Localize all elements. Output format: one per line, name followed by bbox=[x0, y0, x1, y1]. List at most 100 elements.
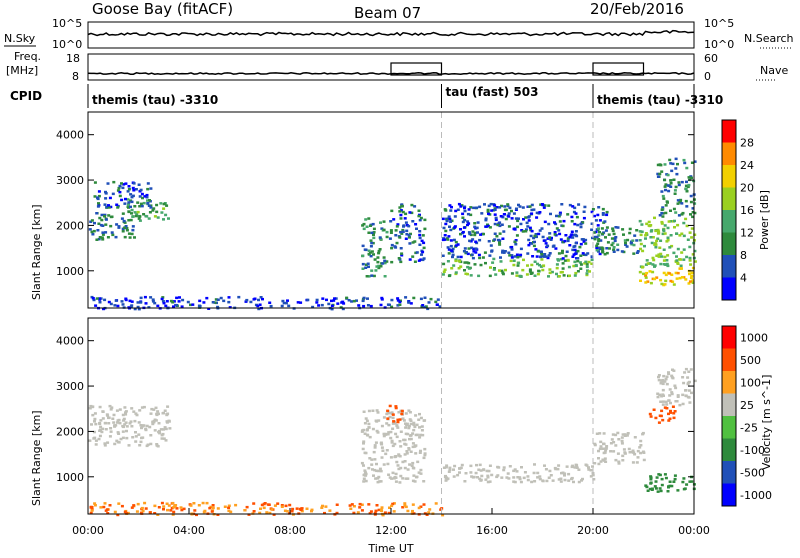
y-tick-label-0: 1000 bbox=[56, 471, 84, 484]
y-tick-label-3: 4000 bbox=[56, 129, 84, 142]
power-y-axis: 1000 2000 3000 4000 bbox=[56, 129, 694, 278]
colorbar-frame bbox=[721, 119, 737, 301]
colorbar-swatch-7 bbox=[722, 277, 736, 301]
noise-right-tick-bottom: 10^0 bbox=[704, 38, 734, 51]
x-tick-label-2: 08:00 bbox=[274, 524, 306, 537]
power-echoes bbox=[88, 157, 697, 311]
power-colorbar: 28 24 20 16 12 8 4 bbox=[721, 119, 754, 301]
colorbar-tick-6: -500 bbox=[740, 466, 765, 479]
velocity-y-axis: 1000 2000 3000 4000 bbox=[56, 335, 694, 484]
freq-label-line1: Freq. bbox=[14, 50, 41, 63]
velocity-echoes bbox=[88, 367, 697, 517]
colorbar-swatch-4 bbox=[722, 210, 736, 233]
x-tick-label-6: 00:00 bbox=[678, 524, 710, 537]
velocity-echo-region-3 bbox=[442, 463, 596, 484]
noise-panel-frame bbox=[87, 21, 695, 49]
power-echo-region-5 bbox=[441, 257, 594, 278]
x-tick-label-4: 16:00 bbox=[476, 524, 508, 537]
colorbar-tick-7: -1000 bbox=[740, 489, 772, 502]
velocity-echo-region-4 bbox=[593, 431, 646, 466]
freq-right-tick-top: 60 bbox=[704, 52, 718, 65]
velocity-colorbar: 1000 500 100 25 -25 -100 -500 -1000 bbox=[721, 325, 772, 507]
velocity-colorbar-label: Velocity [m s^-1] bbox=[760, 375, 773, 470]
colorbar-swatch-4 bbox=[722, 416, 736, 439]
colorbar-tick-4: 12 bbox=[740, 227, 754, 240]
freq-left-tick-bottom: 8 bbox=[72, 70, 79, 83]
power-echo-region-4 bbox=[388, 203, 427, 264]
velocity-echo-region-7 bbox=[656, 367, 697, 407]
colorbar-swatch-6 bbox=[722, 255, 736, 278]
velocity-echo-region-2 bbox=[386, 404, 404, 424]
colorbar-swatch-7 bbox=[722, 483, 736, 507]
colorbar-swatch-1 bbox=[722, 142, 736, 166]
colorbar-swatch-3 bbox=[722, 187, 736, 211]
power-echo-region-7 bbox=[593, 226, 640, 255]
colorbar-tick-6: 4 bbox=[740, 272, 747, 285]
colorbar-tick-2: 20 bbox=[740, 182, 754, 195]
nsearch-label: N.Search bbox=[744, 32, 794, 45]
y-tick-label-0: 1000 bbox=[56, 265, 84, 278]
velocity-echo-region-5 bbox=[644, 473, 696, 493]
velocity-echo-region-0 bbox=[88, 404, 172, 448]
power-echo-region-2 bbox=[93, 180, 153, 209]
freq-label-line2: [MHz] bbox=[6, 64, 38, 77]
freq-panel-frame bbox=[87, 53, 695, 81]
power-echo-region-8 bbox=[638, 266, 695, 287]
colorbar-swatch-0 bbox=[722, 120, 736, 143]
power-panel-frame bbox=[87, 111, 695, 309]
x-axis-label: Time UT bbox=[367, 542, 413, 554]
colorbar-swatch-2 bbox=[722, 371, 736, 394]
noise-sky-line bbox=[87, 29, 695, 37]
cpid-segment-1: tau (fast) 503 bbox=[446, 85, 539, 99]
nave-box-0 bbox=[390, 62, 443, 76]
power-ylabel: Slant Range [km] bbox=[30, 204, 43, 300]
colorbar-swatch-6 bbox=[722, 461, 736, 484]
noise-left-tick-top: 10^5 bbox=[52, 17, 82, 30]
velocity-echo-region-6 bbox=[648, 405, 677, 424]
cpid-segment-0: themis (tau) -3310 bbox=[92, 93, 218, 107]
x-tick-label-5: 20:00 bbox=[577, 524, 609, 537]
nsky-label: N.Sky bbox=[4, 32, 36, 45]
noise-right-tick-top: 10^5 bbox=[704, 17, 734, 30]
noise-left-tick-bottom: 10^0 bbox=[52, 38, 82, 51]
power-echo-region-3 bbox=[361, 217, 389, 278]
cpid-segment-2: themis (tau) -3310 bbox=[597, 93, 723, 107]
y-tick-label-1: 2000 bbox=[56, 425, 84, 438]
colorbar-tick-1: 24 bbox=[740, 159, 754, 172]
colorbar-swatch-0 bbox=[722, 326, 736, 349]
velocity-ylabel: Slant Range [km] bbox=[30, 410, 43, 506]
colorbar-swatch-2 bbox=[722, 165, 736, 188]
colorbar-tick-0: 28 bbox=[740, 137, 754, 150]
colorbar-swatch-5 bbox=[722, 438, 736, 462]
x-tick-label-1: 04:00 bbox=[173, 524, 205, 537]
nave-label: Nave bbox=[760, 64, 788, 77]
station-title: Goose Bay (fitACF) bbox=[92, 0, 233, 18]
cpid-segments: themis (tau) -3310 tau (fast) 503 themis (… bbox=[92, 84, 723, 108]
y-tick-label-2: 3000 bbox=[56, 174, 84, 187]
x-tick-label-0: 00:00 bbox=[72, 524, 104, 537]
velocity-mode-dividers bbox=[441, 318, 594, 514]
freq-right-tick-bottom: 0 bbox=[704, 70, 711, 83]
power-echo-region-9 bbox=[638, 216, 697, 269]
colorbar-tick-5: 8 bbox=[740, 249, 747, 262]
power-mode-dividers bbox=[441, 112, 594, 308]
power-echo-region-6 bbox=[441, 202, 609, 260]
power-echo-region-10 bbox=[656, 157, 697, 219]
y-tick-label-1: 2000 bbox=[56, 219, 84, 232]
colorbar-tick-1: 500 bbox=[740, 354, 761, 367]
colorbar-tick-3: 16 bbox=[740, 204, 754, 217]
colorbar-swatch-5 bbox=[722, 232, 736, 256]
colorbar-tick-0: 1000 bbox=[740, 331, 768, 344]
colorbar-tick-4: -25 bbox=[740, 421, 758, 434]
colorbar-swatch-3 bbox=[722, 393, 736, 417]
y-tick-label-2: 3000 bbox=[56, 380, 84, 393]
beam-title: Beam 07 bbox=[354, 4, 421, 22]
date-title: 20/Feb/2016 bbox=[590, 0, 684, 18]
colorbar-tick-3: 25 bbox=[740, 399, 754, 412]
freq-left-tick-top: 18 bbox=[66, 52, 80, 65]
power-colorbar-label: Power [dB] bbox=[758, 190, 771, 250]
x-axis: 00:00 04:00 08:00 12:00 16:00 20:00 00:00 bbox=[72, 508, 710, 537]
power-echo-region-0 bbox=[88, 212, 136, 241]
x-tick-label-3: 12:00 bbox=[375, 524, 407, 537]
